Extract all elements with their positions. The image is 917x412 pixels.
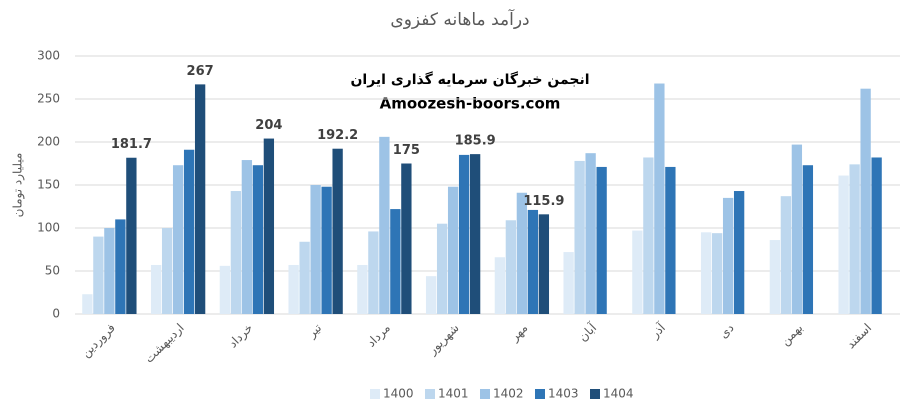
- bar: [596, 166, 607, 314]
- annotation: انجمن خبرگان سرمایه گذاری ایران: [350, 71, 589, 88]
- x-tick-label: دی: [716, 321, 736, 341]
- data-label: 115.9: [523, 194, 564, 209]
- data-label: 204: [255, 118, 282, 133]
- legend-label: 1402: [493, 387, 524, 401]
- bar: [390, 209, 401, 314]
- bar: [665, 166, 676, 314]
- bar: [172, 165, 184, 314]
- bar: [769, 240, 781, 314]
- bar: [332, 148, 343, 314]
- x-tick-label: مرداد: [364, 321, 394, 351]
- bar: [733, 191, 745, 314]
- bar: [527, 209, 539, 314]
- bar: [219, 265, 231, 314]
- bar: [469, 154, 481, 314]
- y-axis-label: میلیارد تومان: [11, 153, 26, 218]
- legend-swatch: [590, 389, 600, 399]
- chart-title: درآمد ماهانه کفزوی: [390, 8, 529, 30]
- bar: [849, 164, 860, 314]
- bar: [516, 192, 528, 314]
- bar: [104, 228, 115, 314]
- x-tick-label: خرداد: [226, 321, 256, 351]
- bar: [161, 228, 173, 314]
- bar: [711, 233, 723, 314]
- bar: [82, 294, 93, 314]
- bar: [632, 230, 643, 314]
- bar: [379, 136, 390, 314]
- bar: [401, 163, 412, 314]
- bar: [838, 175, 849, 314]
- bar: [93, 236, 104, 314]
- bar: [780, 196, 792, 314]
- bar: [722, 197, 734, 314]
- bar: [585, 153, 596, 314]
- data-label: 175: [393, 143, 420, 158]
- y-tick-label: 250: [37, 92, 60, 106]
- y-tick-label: 300: [37, 49, 60, 63]
- bar: [871, 157, 882, 314]
- bar: [436, 223, 448, 314]
- bar: [458, 154, 470, 314]
- legend-label: 1404: [603, 387, 634, 401]
- bar: [494, 257, 506, 314]
- x-tick-label: شهریور: [425, 321, 463, 359]
- bar: [357, 264, 368, 314]
- x-tick-label: اسفند: [844, 321, 875, 352]
- x-tick-label: آذر: [646, 320, 669, 343]
- bar: [252, 165, 264, 314]
- data-label: 192.2: [317, 128, 358, 143]
- bar: [447, 186, 459, 314]
- bar: [115, 219, 126, 314]
- x-tick-label: تیر: [304, 321, 325, 342]
- y-tick-label: 0: [52, 307, 60, 321]
- bar: [802, 165, 814, 314]
- bar: [241, 160, 253, 314]
- bar: [654, 83, 665, 315]
- data-label: 267: [187, 64, 214, 79]
- bar: [791, 144, 803, 314]
- data-label: 181.7: [111, 137, 152, 152]
- bar: [288, 264, 299, 314]
- legend-label: 1401: [438, 387, 469, 401]
- legend-swatch: [480, 389, 490, 399]
- legend-swatch: [425, 389, 435, 399]
- bar: [700, 232, 712, 314]
- bar: [321, 186, 332, 314]
- y-tick-label: 150: [37, 178, 60, 192]
- annotation: Amoozesh-boors.com: [380, 95, 561, 113]
- y-tick-label: 50: [45, 264, 60, 278]
- legend-label: 1400: [383, 387, 414, 401]
- bar: [505, 220, 517, 314]
- x-tick-label: مهر: [507, 321, 531, 345]
- x-tick-label: بهمن: [778, 321, 806, 349]
- bar: [310, 185, 321, 314]
- legend-swatch: [370, 389, 380, 399]
- bar: [194, 84, 206, 314]
- bar: [425, 276, 437, 314]
- bar: [860, 88, 871, 315]
- bar: [574, 160, 585, 314]
- bar: [230, 191, 242, 314]
- y-tick-label: 200: [37, 135, 60, 149]
- x-tick-label: فروردین: [79, 321, 119, 361]
- legend-label: 1403: [548, 387, 579, 401]
- legend-swatch: [535, 389, 545, 399]
- data-label: 185.9: [455, 134, 496, 149]
- x-tick-label: آبان: [575, 320, 600, 345]
- bar: [126, 157, 137, 314]
- bar: [368, 231, 379, 314]
- bar: [183, 149, 195, 314]
- x-tick-label: اردیبهشت: [142, 321, 188, 367]
- bar: [150, 264, 162, 314]
- bar: [538, 214, 550, 314]
- y-tick-label: 100: [37, 221, 60, 235]
- bar: [299, 241, 310, 314]
- bar: [643, 157, 654, 314]
- bar: [563, 252, 574, 314]
- bar: [263, 138, 275, 314]
